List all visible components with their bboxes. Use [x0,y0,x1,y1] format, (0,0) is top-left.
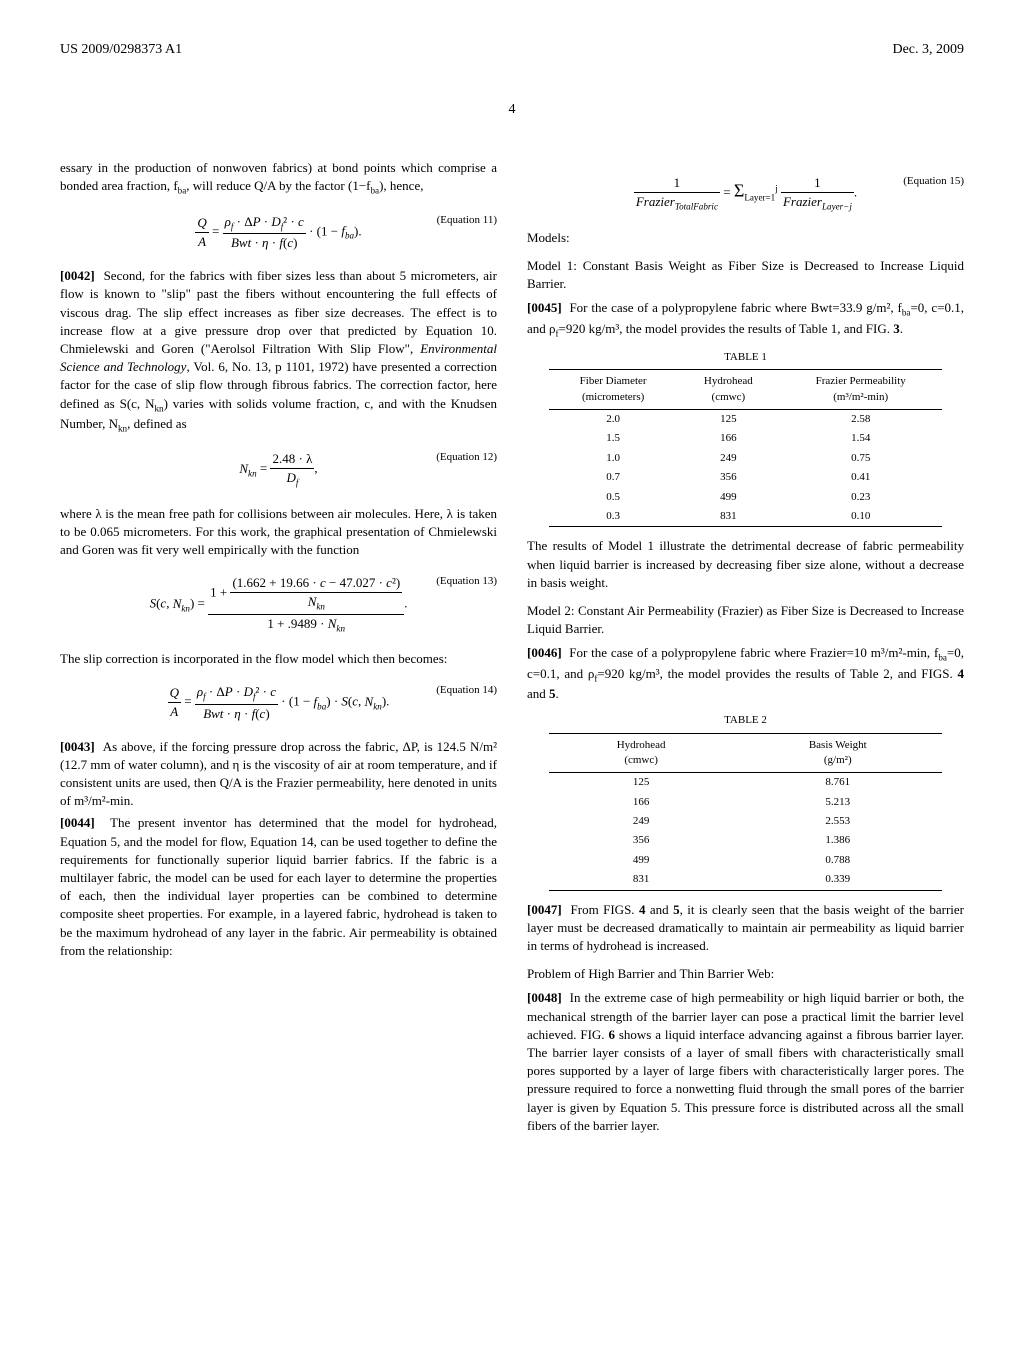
table-row: 1258.761 [549,773,942,793]
model1-title: Model 1: Constant Basis Weight as Fiber … [527,257,964,293]
header-right: Dec. 3, 2009 [892,40,964,60]
para-0043: [0043] As above, if the forcing pressure… [60,738,497,811]
table1-header-0: Fiber Diameter(micrometers) [549,370,678,410]
para-0042: [0042] Second, for the fabrics with fibe… [60,267,497,435]
table2-header-0: Hydrohead(cmwc) [549,733,734,773]
table1-header-2: Frazier Permeability(m³/m²-min) [779,370,942,410]
model1-result: The results of Model 1 illustrate the de… [527,537,964,592]
equation-11: QA = ρf · ΔP · Df² · cBwt · η · f(c) · (… [60,213,497,253]
equation-15: 1FrazierTotalFabric = ΣLayer=1j 1Frazier… [527,174,964,214]
intro-para: essary in the production of nonwoven fab… [60,159,497,198]
table-row: 0.54990.23 [549,488,942,507]
equation-13: S(c, Nkn) = 1 + (1.662 + 19.66 · c − 47.… [60,574,497,635]
table1-header-1: Hydrohead(cmwc) [677,370,779,410]
equation-12: Nkn = 2.48 · λDf, (Equation 12) [60,450,497,490]
model2-title: Model 2: Constant Air Permeability (Fraz… [527,602,964,638]
table-row: 0.73560.41 [549,468,942,487]
table-row: 1.02490.75 [549,449,942,468]
table-row: 0.38310.10 [549,507,942,527]
page-header: US 2009/0298373 A1 Dec. 3, 2009 [60,40,964,60]
table-row: 2492.553 [549,812,942,831]
table-1: TABLE 1 Fiber Diameter(micrometers) Hydr… [549,350,942,528]
table-row: 3561.386 [549,831,942,850]
table-row: 2.01252.58 [549,410,942,430]
para-lambda: where λ is the mean free path for collis… [60,505,497,560]
content-columns: essary in the production of nonwoven fab… [60,159,964,1319]
para-0046: [0046] For the case of a polypropylene f… [527,644,964,703]
table-row: 4990.788 [549,851,942,870]
para-0045: [0045] For the case of a polypropylene f… [527,299,964,340]
table-row: 8310.339 [549,870,942,890]
problem-title: Problem of High Barrier and Thin Barrier… [527,965,964,983]
page-number: 4 [60,100,964,120]
table-2: TABLE 2 Hydrohead(cmwc) Basis Weight(g/m… [549,713,942,891]
equation-14: QA = ρf · ΔP · Df² · cBwt · η · f(c) · (… [60,683,497,723]
header-left: US 2009/0298373 A1 [60,40,182,60]
para-slip: The slip correction is incorporated in t… [60,650,497,668]
models-title: Models: [527,229,964,247]
para-0044: [0044] The present inventor has determin… [60,814,497,960]
para-0047: [0047] From FIGS. 4 and 5, it is clearly… [527,901,964,956]
table-row: 1665.213 [549,793,942,812]
table-row: 1.51661.54 [549,429,942,448]
para-0048: [0048] In the extreme case of high perme… [527,989,964,1135]
table2-header-1: Basis Weight(g/m²) [733,733,942,773]
